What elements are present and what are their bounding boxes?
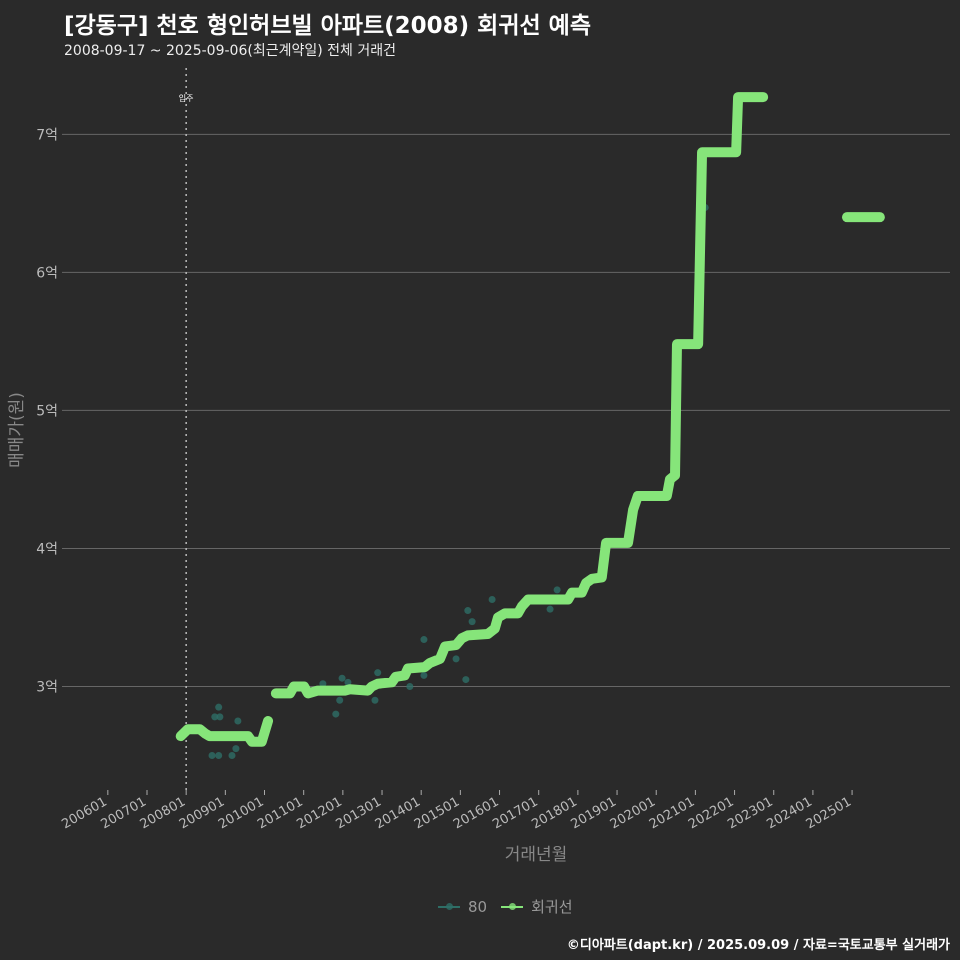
data-point [488, 596, 496, 604]
chart-title: [강동구] 천호 형인허브빌 아파트(2008) 회귀선 예측 [64, 13, 591, 39]
data-point [420, 671, 428, 679]
legend-label-regression: 회귀선 [531, 898, 573, 916]
data-point [338, 674, 346, 682]
y-tick-label: 3억 [36, 679, 58, 695]
data-point [452, 655, 460, 663]
data-point [553, 586, 561, 594]
legend-label-80: 80 [468, 897, 488, 916]
legend-key-regression [501, 902, 524, 910]
regression-line [175, 715, 274, 747]
data-point [319, 680, 327, 688]
data-point [234, 717, 242, 725]
data-point [464, 607, 472, 615]
move-in-label: 입주 [179, 94, 194, 103]
data-point [232, 745, 240, 753]
regression-line [270, 92, 769, 699]
source-caption: ©디아파트(dapt.kr) / 2025.09.09 / 자료=국토교통부 실… [566, 938, 950, 953]
x-tick-label: 202501 [804, 794, 854, 832]
y-tick-label: 4억 [36, 541, 58, 557]
data-point [211, 713, 219, 721]
y-tick-label: 7억 [36, 127, 58, 143]
data-point [468, 618, 476, 626]
data-point [216, 713, 224, 721]
data-point [228, 751, 236, 759]
data-point [336, 696, 344, 704]
y-tick-label: 5억 [36, 403, 58, 419]
chart-subtitle: 2008-09-17 ~ 2025-09-06(최근계약일) 전체 거래건 [64, 43, 396, 59]
data-point [406, 682, 414, 690]
data-point [215, 703, 223, 711]
data-point [208, 751, 216, 759]
data-point [374, 669, 382, 677]
data-point [332, 710, 340, 718]
data-point [420, 636, 428, 644]
data-point [546, 605, 554, 613]
x-axis-title: 거래년월 [505, 845, 568, 865]
y-axis-title: 매매가(원) [7, 392, 27, 468]
data-point [344, 678, 352, 686]
legend-key-80 [438, 902, 460, 910]
legend: 80 회귀선 [438, 896, 573, 917]
data-point [215, 751, 223, 759]
data-point [462, 676, 470, 684]
y-tick-label: 6억 [36, 265, 58, 281]
data-point [371, 696, 379, 704]
